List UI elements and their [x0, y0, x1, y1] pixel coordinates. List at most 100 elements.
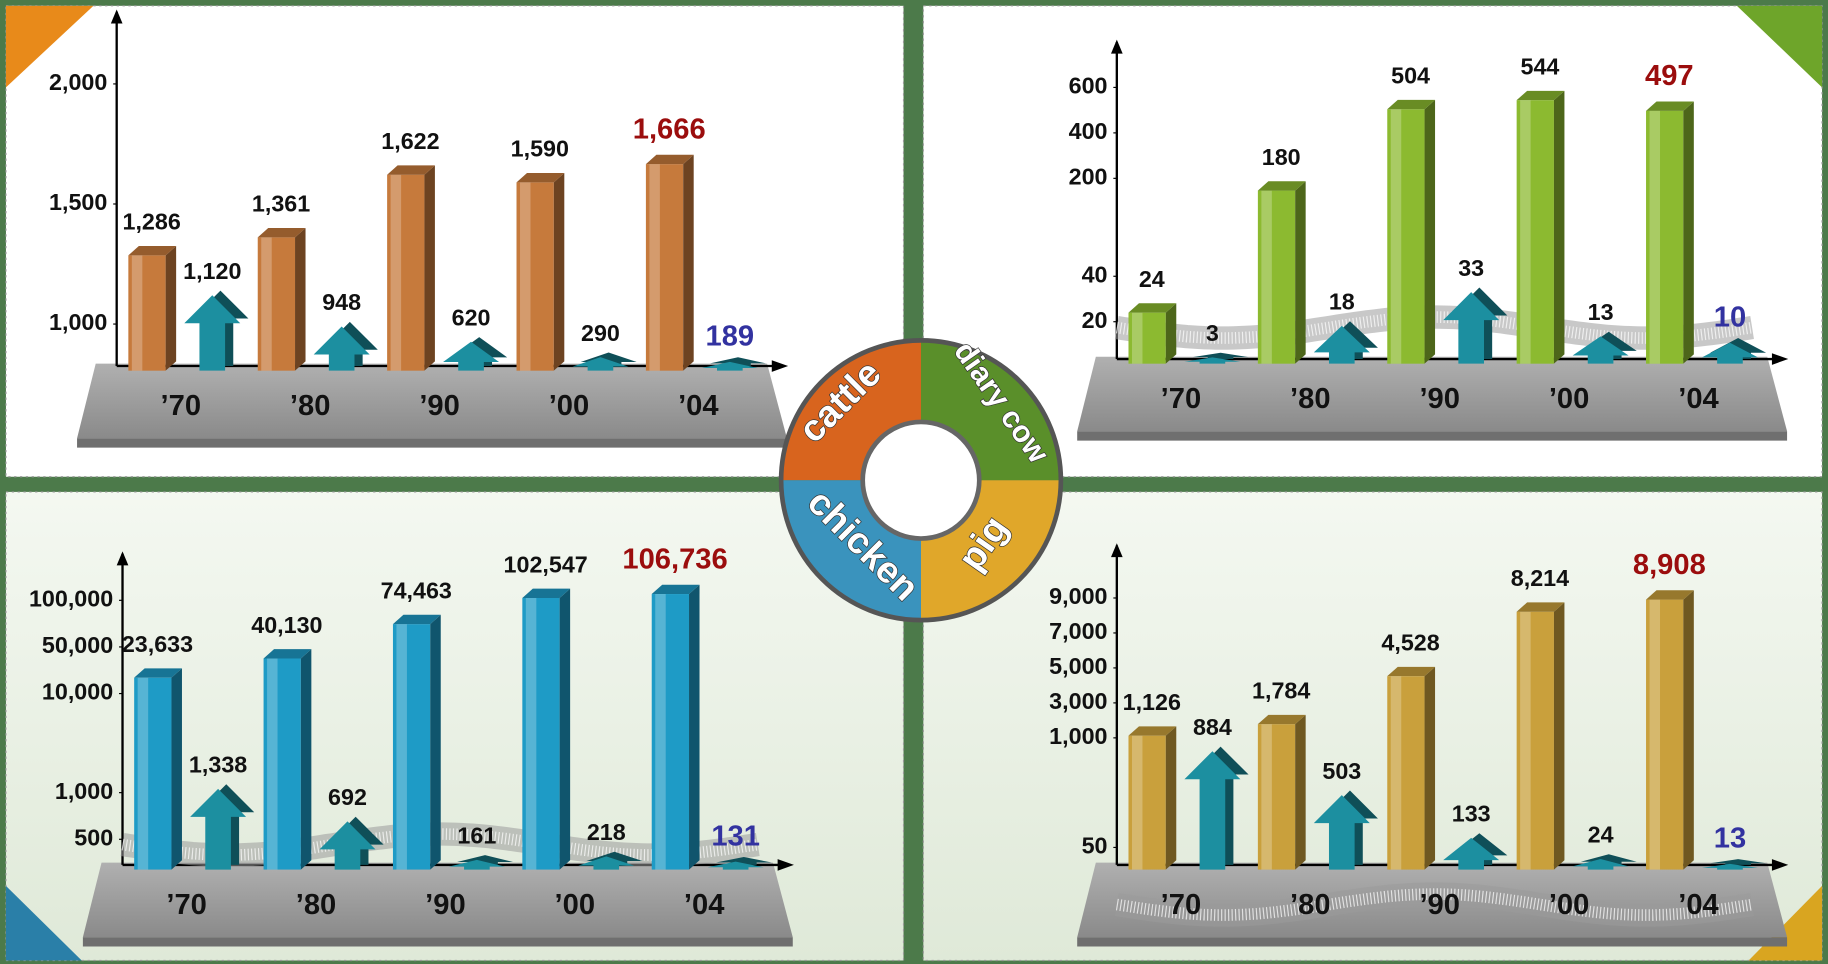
value-label: 544	[1521, 54, 1560, 80]
value-label: 102,547	[504, 551, 588, 577]
arrow-face	[701, 361, 758, 371]
bar-shine	[1649, 599, 1661, 870]
value-label: 1,784	[1252, 678, 1310, 704]
bar	[1516, 602, 1565, 870]
x-tick-label: ’70	[161, 390, 201, 422]
bar-face	[263, 658, 301, 870]
x-tick-label: ’80	[1290, 383, 1331, 415]
y-tick-label: 100,000	[29, 585, 113, 611]
bar-side	[1553, 90, 1565, 364]
arrow	[578, 851, 643, 870]
arrow-face	[313, 326, 370, 371]
arrow-shadow	[1710, 859, 1767, 865]
value-label: 33	[1458, 255, 1484, 281]
bar-side	[165, 246, 177, 371]
bar-side	[1165, 303, 1177, 364]
arrow-face	[448, 859, 505, 870]
value-label: 1,338	[189, 752, 247, 778]
arrow	[190, 784, 255, 870]
arrow	[1701, 338, 1767, 364]
bar-shine	[655, 594, 666, 870]
platform	[82, 862, 793, 938]
value-label: 1,126	[1123, 689, 1181, 715]
value-label: 40,130	[251, 612, 322, 638]
bar	[1257, 714, 1306, 870]
bar-face	[522, 597, 560, 870]
bar-top	[1257, 181, 1306, 191]
y-tick-label: 50	[1082, 833, 1108, 859]
value-label: 8,908	[1633, 549, 1706, 581]
bar-side	[689, 584, 700, 870]
bar-side	[1424, 99, 1436, 364]
bar-side	[1553, 602, 1565, 870]
value-label: 180	[1262, 144, 1301, 170]
x-tick-label: ’70	[1161, 383, 1202, 415]
bar-face	[645, 164, 684, 371]
arrow-face	[184, 295, 241, 371]
bar-shine	[1649, 110, 1661, 364]
bar-side	[683, 154, 694, 371]
bar	[387, 165, 435, 371]
arrow-shadow	[710, 357, 766, 367]
value-label: 24	[1139, 266, 1165, 292]
value-label: 1,120	[183, 258, 241, 284]
arrow	[1443, 833, 1508, 870]
bar-shine	[1520, 611, 1531, 870]
arrow-shadow	[715, 856, 772, 865]
bar-face	[1646, 110, 1684, 364]
x-tick-label: ’90	[1419, 383, 1460, 415]
bar-shine	[261, 237, 272, 371]
arrow-face	[1313, 795, 1370, 870]
bar	[1128, 726, 1177, 870]
corner	[5, 5, 94, 88]
arrow	[313, 321, 378, 371]
value-label: 133	[1452, 801, 1491, 827]
arrow-shadow	[586, 851, 643, 865]
axis-break	[1115, 888, 1754, 921]
arrow	[701, 357, 766, 371]
bar-shine	[396, 624, 407, 870]
value-label: 106,736	[622, 543, 727, 575]
x-tick-label: ’04	[1678, 889, 1719, 921]
bar	[1516, 90, 1565, 364]
bar	[651, 584, 700, 870]
bar	[645, 154, 694, 371]
bar-side	[1683, 590, 1694, 870]
bar-shine	[1131, 312, 1143, 364]
bar-top	[516, 173, 565, 183]
bar-top	[1646, 590, 1694, 600]
value-label: 8,214	[1511, 565, 1569, 591]
category-wheel: cattle diary cow chicken pig	[778, 335, 1064, 623]
arrow-face	[190, 788, 247, 870]
bar-side	[553, 173, 565, 371]
bar-top	[1646, 101, 1694, 111]
bar-top	[257, 228, 306, 238]
bar-shine	[1390, 676, 1402, 870]
y-tick-label: 1,000	[55, 778, 113, 804]
bar	[1387, 99, 1436, 364]
value-label: 497	[1645, 60, 1694, 92]
y-tick-label: 10,000	[42, 679, 113, 705]
bar	[1646, 590, 1694, 870]
arrow-face	[1313, 325, 1370, 364]
x-tick-label: ’90	[425, 889, 466, 921]
arrow-face	[319, 821, 376, 870]
value-label: 13	[1714, 823, 1746, 855]
x-tick-label: ’70	[1161, 889, 1202, 921]
bar-face	[1128, 735, 1166, 870]
x-tick-label: ’90	[419, 390, 460, 422]
y-tick-label: 200	[1069, 164, 1108, 190]
arrow-face	[1443, 837, 1500, 870]
bar-face	[128, 255, 166, 371]
y-axis-arrow	[1110, 39, 1123, 54]
platform	[77, 363, 787, 439]
arrow-face	[1184, 751, 1241, 870]
arrow-shadow	[457, 855, 514, 865]
y-tick-label: 7,000	[1049, 618, 1107, 644]
x-axis-arrow	[1771, 859, 1789, 871]
bar-face	[1128, 312, 1166, 364]
y-tick-label: 400	[1069, 118, 1108, 144]
bar	[522, 588, 571, 870]
bar-shine	[1390, 109, 1402, 364]
bar-face	[1516, 100, 1554, 364]
